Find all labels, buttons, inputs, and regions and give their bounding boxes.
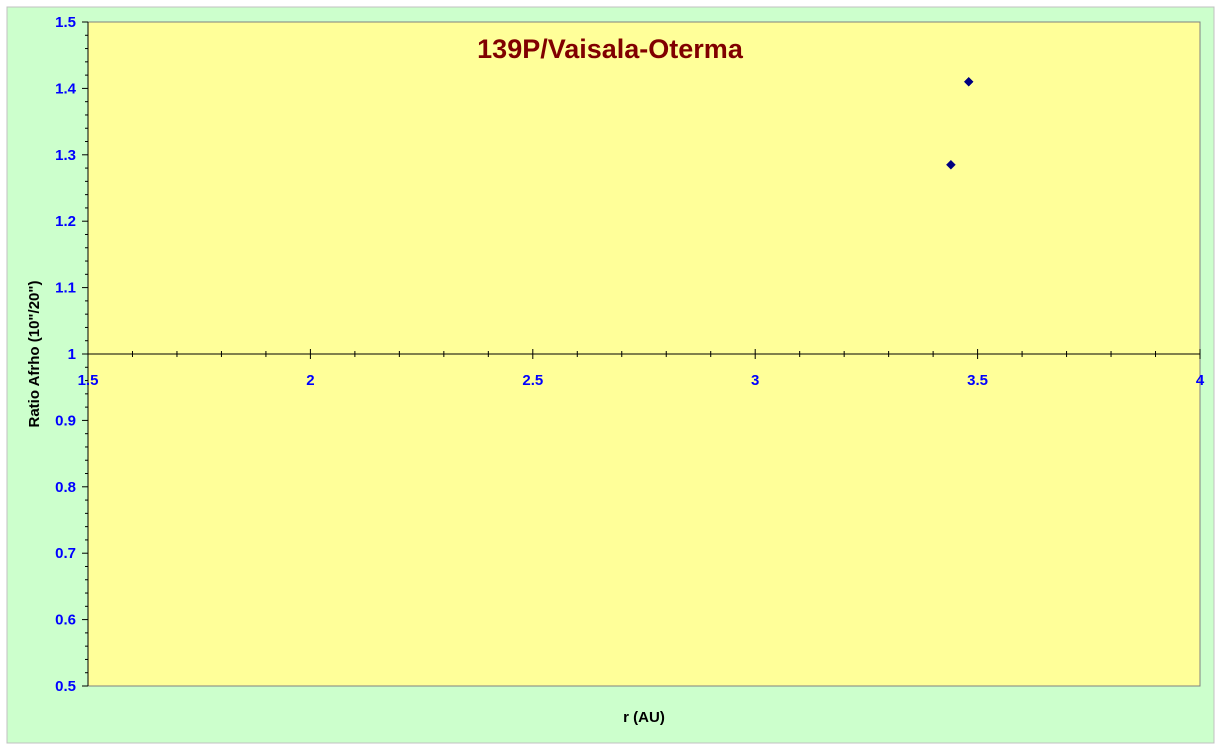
y-tick-label: 0.5 [55, 678, 76, 695]
data-series [946, 76, 974, 170]
y-axis-label: Ratio Afrho (10"/20") [26, 280, 43, 427]
y-tick-label: 0.8 [55, 479, 76, 496]
x-tick-label: 1.5 [78, 372, 99, 389]
x-tick-label: 4 [1196, 372, 1205, 389]
y-tick-label: 0.9 [55, 412, 76, 429]
data-point-marker [946, 159, 956, 170]
x-tick-label: 3 [751, 372, 759, 389]
x-axis-label: r (AU) [623, 709, 665, 726]
y-tick-label: 1.2 [55, 213, 76, 230]
x-tick-label: 2 [306, 372, 314, 389]
y-tick-label: 0.6 [55, 612, 76, 629]
y-tick-label: 1 [68, 346, 76, 363]
y-tick-label: 0.7 [55, 545, 76, 562]
x-tick-label: 3.5 [967, 372, 988, 389]
chart-title: 139P/Vaisala-Oterma [477, 34, 744, 64]
y-axis: 1.5 1.4 1.3 1.2 1.1 1 0.9 0.8 0.7 0.6 0.5 [55, 14, 89, 695]
y-tick-label: 1.3 [55, 147, 76, 164]
data-point-marker [963, 76, 974, 87]
y-tick-label: 1.4 [55, 80, 77, 97]
x-axis: 1.5 2 2.5 3 3.5 4 [78, 349, 1205, 389]
x-tick-label: 2.5 [522, 372, 543, 389]
y-tick-label: 1.1 [55, 280, 76, 297]
y-tick-label: 1.5 [55, 14, 76, 31]
